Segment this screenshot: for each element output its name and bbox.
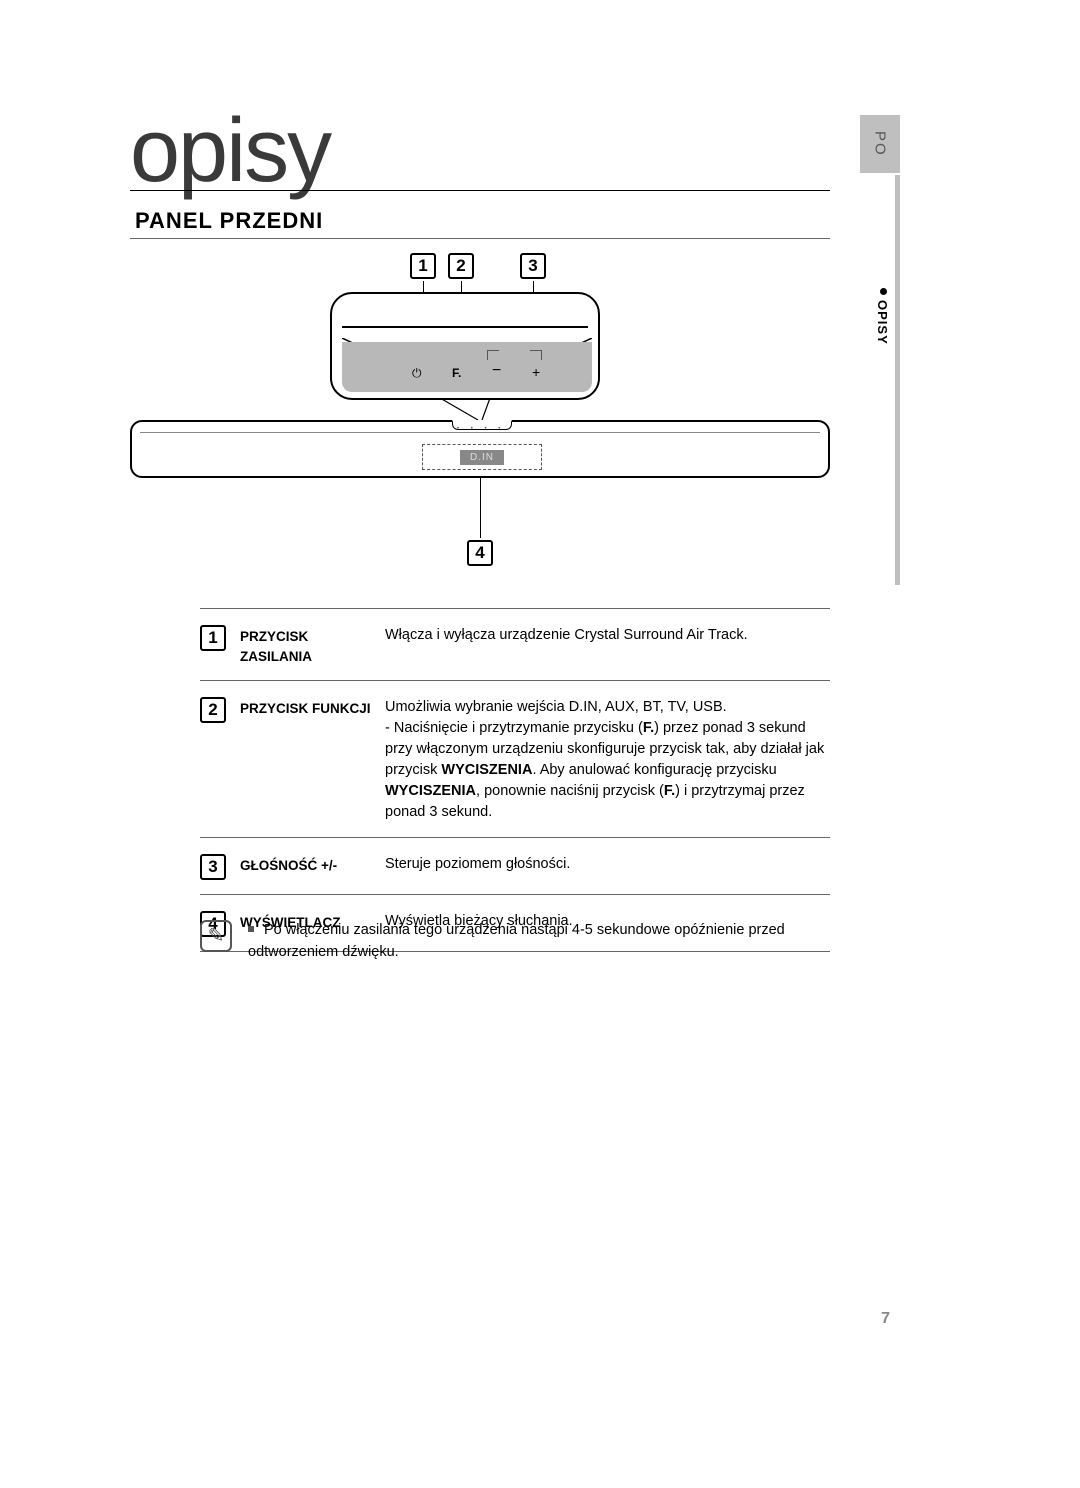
subtitle: PANEL PRZEDNI: [135, 208, 323, 234]
row-label: GŁOŚNOŚĆ +/-: [240, 852, 385, 880]
row-num: 3: [200, 854, 226, 880]
row-desc: Umożliwia wybranie wejścia D.IN, AUX, BT…: [385, 695, 830, 823]
note-icon: ✎: [200, 920, 232, 952]
row-num: 2: [200, 697, 226, 723]
controls-table: 1 PRZYCISK ZASILANIA Włącza i wyłącza ur…: [200, 608, 830, 952]
title-underline: [130, 190, 830, 191]
table-row: 2 PRZYCISK FUNKCJI Umożliwia wybranie we…: [200, 680, 830, 837]
row-label: PRZYCISK FUNKCJI: [240, 695, 385, 823]
side-label: OPISY: [875, 300, 890, 345]
connector-lines: [330, 398, 600, 422]
callout-line-4: [480, 478, 481, 538]
function-label: F.: [452, 366, 461, 380]
vol-plus-icon: +: [532, 364, 540, 380]
row-desc: Steruje poziomem głośności.: [385, 852, 830, 880]
callout-2: 2: [448, 253, 474, 279]
subtitle-line: [130, 238, 830, 239]
device-diagram: 1 2 3 ⏻ F. − + • • • • D.IN 4: [130, 250, 830, 600]
page-title: opisy: [130, 100, 330, 203]
row-desc: Włącza i wyłącza urządzenie Crystal Surr…: [385, 623, 830, 666]
front-bar: • • • • D.IN: [130, 420, 830, 478]
row-num: 1: [200, 625, 226, 651]
table-row: 3 GŁOŚNOŚĆ +/- Steruje poziomem głośnośc…: [200, 837, 830, 894]
display-text: D.IN: [460, 450, 504, 465]
vol-bracket-r: [530, 350, 542, 360]
indicator-dots: • • • •: [457, 426, 505, 432]
power-icon: ⏻: [412, 366, 422, 381]
row-label: PRZYCISK ZASILANIA: [240, 623, 385, 666]
callout-4: 4: [467, 540, 493, 566]
lang-tab-text: PO: [872, 131, 889, 157]
vol-bracket-l: [487, 350, 499, 360]
note: ✎ Po włączeniu zasilania tego urządzenia…: [200, 920, 830, 964]
top-panel: ⏻ F. − +: [330, 292, 600, 400]
table-row: 1 PRZYCISK ZASILANIA Włącza i wyłącza ur…: [200, 608, 830, 680]
page-number: 7: [881, 1310, 890, 1328]
display: D.IN: [422, 444, 542, 470]
lang-tab: PO: [860, 115, 900, 173]
note-text: Po włączeniu zasilania tego urządzenia n…: [248, 920, 830, 964]
vol-minus-icon: −: [492, 362, 501, 380]
side-strip: [895, 175, 900, 585]
callout-1: 1: [410, 253, 436, 279]
callout-3: 3: [520, 253, 546, 279]
side-dot: [880, 288, 887, 295]
